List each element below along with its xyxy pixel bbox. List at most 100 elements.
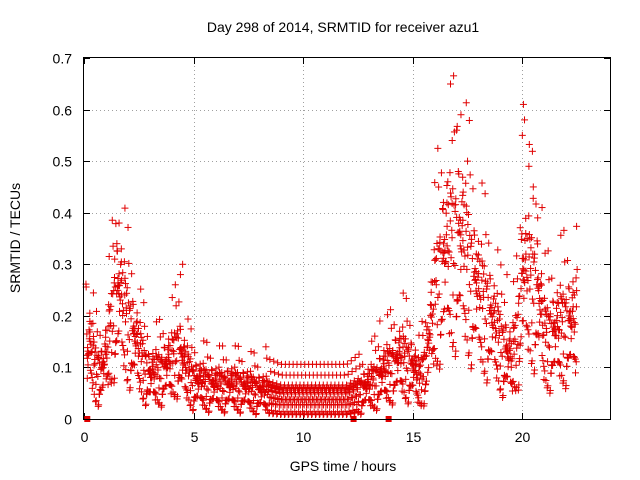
data-point <box>462 179 470 187</box>
data-point <box>92 398 100 406</box>
data-point <box>104 381 112 389</box>
data-point <box>457 265 465 273</box>
data-point <box>503 373 511 381</box>
data-point <box>416 379 424 387</box>
data-point <box>513 344 521 352</box>
data-point <box>522 267 530 275</box>
data-point <box>419 373 427 381</box>
data-point <box>488 313 496 321</box>
data-point <box>546 343 554 351</box>
data-point <box>387 324 395 332</box>
data-point <box>500 335 508 343</box>
data-point <box>161 357 169 365</box>
data-point <box>525 140 533 148</box>
data-point <box>443 182 451 190</box>
data-point <box>447 329 455 337</box>
data-point <box>92 344 100 352</box>
data-point <box>446 217 454 225</box>
data-point <box>399 380 407 388</box>
data-point <box>431 256 439 264</box>
data-point <box>441 235 449 243</box>
y-tick-label: 0.6 <box>53 103 73 119</box>
data-point <box>200 337 208 345</box>
data-point <box>468 334 476 342</box>
data-point <box>524 276 532 284</box>
data-point <box>566 351 574 359</box>
data-point <box>480 262 488 270</box>
data-point <box>170 350 178 358</box>
data-point <box>492 361 500 369</box>
data-point <box>383 341 391 349</box>
data-point <box>427 288 435 296</box>
data-point <box>528 319 536 327</box>
data-point <box>402 393 410 401</box>
data-point <box>572 274 580 282</box>
data-point <box>219 387 227 395</box>
data-point <box>560 332 568 340</box>
data-point <box>141 322 149 330</box>
data-point <box>413 357 421 365</box>
data-point <box>398 354 406 362</box>
data-point <box>114 286 122 294</box>
data-point <box>152 361 160 369</box>
data-point <box>449 291 457 299</box>
data-point <box>442 209 450 217</box>
data-point <box>514 310 522 318</box>
data-point <box>105 252 113 260</box>
data-point <box>106 337 114 345</box>
data-point <box>510 323 518 331</box>
data-point <box>506 345 514 353</box>
data-point <box>247 400 255 408</box>
data-point <box>527 264 535 272</box>
data-point <box>142 400 150 408</box>
data-point <box>415 394 423 402</box>
data-point <box>384 348 392 356</box>
data-point <box>252 409 260 417</box>
data-point <box>430 360 438 368</box>
data-point <box>271 369 279 377</box>
data-point <box>526 235 534 243</box>
data-point <box>429 346 437 354</box>
data-point <box>231 342 239 350</box>
data-point <box>479 358 487 366</box>
data-point <box>515 381 523 389</box>
data-point <box>154 366 162 374</box>
data-point <box>448 226 456 234</box>
data-point <box>564 354 572 362</box>
data-point <box>113 337 121 345</box>
data-point <box>442 231 450 239</box>
data-point <box>468 235 476 243</box>
data-point <box>573 265 581 273</box>
data-point <box>455 170 463 178</box>
data-point <box>454 296 462 304</box>
data-point <box>262 372 270 380</box>
data-point <box>523 287 531 295</box>
data-point <box>209 395 217 403</box>
data-point <box>543 304 551 312</box>
data-point <box>351 353 359 361</box>
data-point <box>467 242 475 250</box>
data-point <box>189 405 197 413</box>
data-point <box>472 324 480 332</box>
data-point <box>412 387 420 395</box>
data-point <box>112 337 120 345</box>
data-point <box>178 375 186 383</box>
data-point <box>421 387 429 395</box>
data-point <box>266 393 274 401</box>
data-point <box>568 323 576 331</box>
data-point <box>231 363 239 371</box>
data-point <box>506 328 514 336</box>
data-point <box>252 377 260 385</box>
data-point <box>103 348 111 356</box>
data-point <box>119 300 127 308</box>
data-point <box>133 329 141 337</box>
data-point <box>417 386 425 394</box>
y-tick-label: 0.5 <box>53 154 73 170</box>
data-point <box>534 214 542 222</box>
data-point <box>439 198 447 206</box>
data-point <box>490 307 498 315</box>
data-point <box>432 254 440 262</box>
data-point <box>516 224 524 232</box>
data-point <box>274 370 282 378</box>
data-point <box>422 352 430 360</box>
